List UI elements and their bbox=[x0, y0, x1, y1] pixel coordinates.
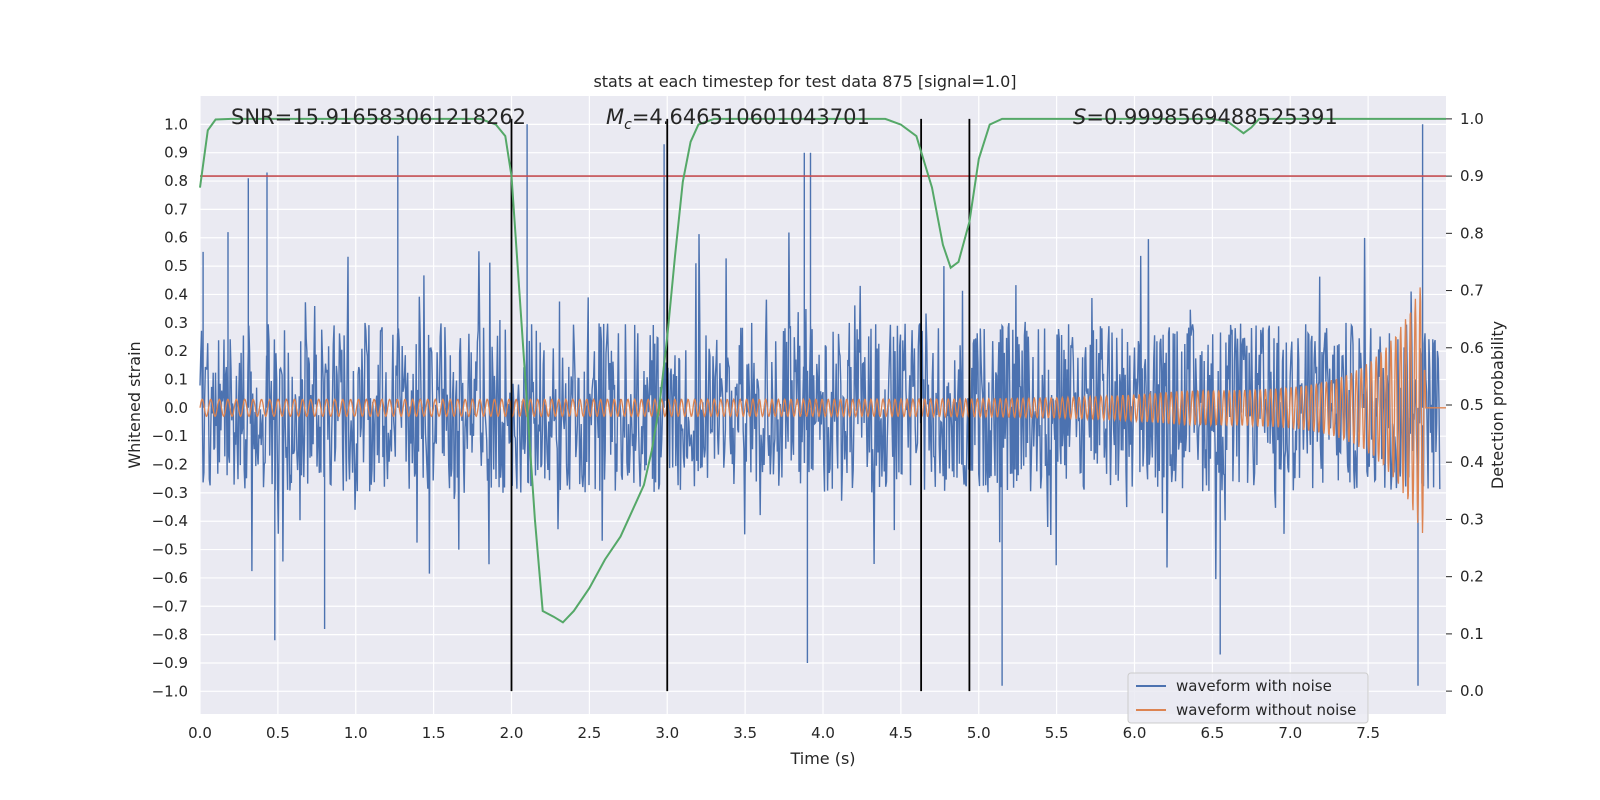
y2-tick-label: 0.0 bbox=[1460, 682, 1484, 700]
x-tick-label: 7.5 bbox=[1356, 724, 1380, 742]
x-tick-label: 0.0 bbox=[188, 724, 212, 742]
x-tick-label: 1.0 bbox=[344, 724, 368, 742]
y-tick-label: 1.0 bbox=[164, 115, 188, 133]
series-detection-probability bbox=[199, 117, 1446, 624]
y2-tick-label: 0.3 bbox=[1460, 510, 1484, 528]
legend: waveform with noise waveform without noi… bbox=[1127, 672, 1369, 724]
y-tick-label: −0.9 bbox=[152, 654, 188, 672]
y-tick-label: 0.2 bbox=[164, 342, 188, 360]
chirp-mass-annotation: Mc=4.646510601043701 bbox=[606, 105, 870, 133]
x-tick-label: 3.0 bbox=[655, 724, 679, 742]
y2-tick-label: 1.0 bbox=[1460, 110, 1484, 128]
x-tick-label: 4.5 bbox=[889, 724, 913, 742]
detection-probability-line bbox=[199, 117, 1446, 624]
y-tick-label: −0.3 bbox=[152, 484, 188, 502]
y-tick-label: −0.4 bbox=[152, 512, 188, 530]
s-value: =0.9998569488525391 bbox=[1086, 105, 1337, 129]
y-tick-label: −0.1 bbox=[152, 427, 188, 445]
y-axis-ticks: 1.0 0.9 0.8 0.7 0.6 0.5 0.4 0.3 0.2 0.1 0.0 −0.1 −0.… bbox=[152, 115, 188, 700]
y2-axis-ticks: 1.0 0.9 0.8 0.7 0.6 0.5 0.4 0.3 0.2 0.1 0.0 bbox=[1446, 110, 1484, 700]
y-tick-label: 0.6 bbox=[164, 229, 188, 247]
y2-tick-label: 0.6 bbox=[1460, 339, 1484, 357]
waveform-with-noise-line bbox=[199, 124, 1441, 686]
y2-tick-label: 0.7 bbox=[1460, 282, 1484, 300]
y-tick-label: 0.1 bbox=[164, 370, 188, 388]
y-axis-label: Whitened strain bbox=[125, 341, 144, 468]
y-tick-label: 0.4 bbox=[164, 285, 188, 303]
snr-annotation: SNR=15.916583061218262 bbox=[231, 105, 526, 129]
legend-box bbox=[1127, 672, 1369, 724]
series-waveform-with-noise bbox=[199, 124, 1441, 686]
chirp-mass-value: =4.646510601043701 bbox=[632, 105, 870, 129]
legend-label-waveform-without-noise: waveform without noise bbox=[1176, 701, 1356, 719]
x-tick-label: 2.5 bbox=[577, 724, 601, 742]
y2-tick-label: 0.1 bbox=[1460, 625, 1484, 643]
x-axis-ticks: 0.0 0.5 1.0 1.5 2.0 2.5 3.0 3.5 4.0 4.5 5.0 5.5 6.0 6… bbox=[188, 724, 1380, 742]
x-tick-label: 3.5 bbox=[733, 724, 757, 742]
y-tick-label: −0.7 bbox=[152, 597, 188, 615]
x-axis-label: Time (s) bbox=[789, 749, 855, 768]
y-tick-label: −0.2 bbox=[152, 456, 188, 474]
x-tick-label: 2.0 bbox=[500, 724, 524, 742]
chirp-mass-symbol: M bbox=[606, 105, 624, 129]
chirp-mass-subscript: c bbox=[624, 117, 632, 133]
y-tick-label: 0.0 bbox=[164, 399, 188, 417]
y-tick-label: 0.3 bbox=[164, 314, 188, 332]
s-symbol: S bbox=[1073, 105, 1086, 129]
y2-axis-label: Detection probability bbox=[1488, 321, 1507, 489]
s-annotation: S=0.9998569488525391 bbox=[1073, 105, 1338, 129]
x-tick-label: 5.0 bbox=[967, 724, 991, 742]
y-tick-label: −0.8 bbox=[152, 626, 188, 644]
x-tick-label: 4.0 bbox=[811, 724, 835, 742]
y2-tick-label: 0.8 bbox=[1460, 224, 1484, 242]
y2-tick-label: 0.9 bbox=[1460, 167, 1484, 185]
y-tick-label: 0.8 bbox=[164, 172, 188, 190]
y2-tick-label: 0.4 bbox=[1460, 453, 1484, 471]
y-tick-label: −1.0 bbox=[152, 682, 188, 700]
y-tick-label: 0.9 bbox=[164, 144, 188, 162]
legend-label-waveform-with-noise: waveform with noise bbox=[1176, 677, 1332, 695]
x-tick-label: 1.5 bbox=[422, 724, 446, 742]
waveform-without-noise-line bbox=[199, 287, 1446, 534]
y2-tick-label: 0.5 bbox=[1460, 396, 1484, 414]
y-tick-label: −0.6 bbox=[152, 569, 188, 587]
series-waveform-without-noise bbox=[199, 287, 1446, 534]
x-tick-label: 7.0 bbox=[1278, 724, 1302, 742]
y-tick-label: −0.5 bbox=[152, 541, 188, 559]
y-tick-label: 0.5 bbox=[164, 257, 188, 275]
x-tick-label: 6.0 bbox=[1123, 724, 1147, 742]
y-tick-label: 0.7 bbox=[164, 200, 188, 218]
x-tick-label: 0.5 bbox=[266, 724, 290, 742]
vertical-markers bbox=[510, 118, 971, 692]
y2-tick-label: 0.2 bbox=[1460, 568, 1484, 586]
plot-area bbox=[199, 96, 1446, 714]
x-tick-label: 6.5 bbox=[1200, 724, 1224, 742]
x-tick-label: 5.5 bbox=[1045, 724, 1069, 742]
chart-title: stats at each timestep for test data 875… bbox=[593, 72, 1016, 91]
